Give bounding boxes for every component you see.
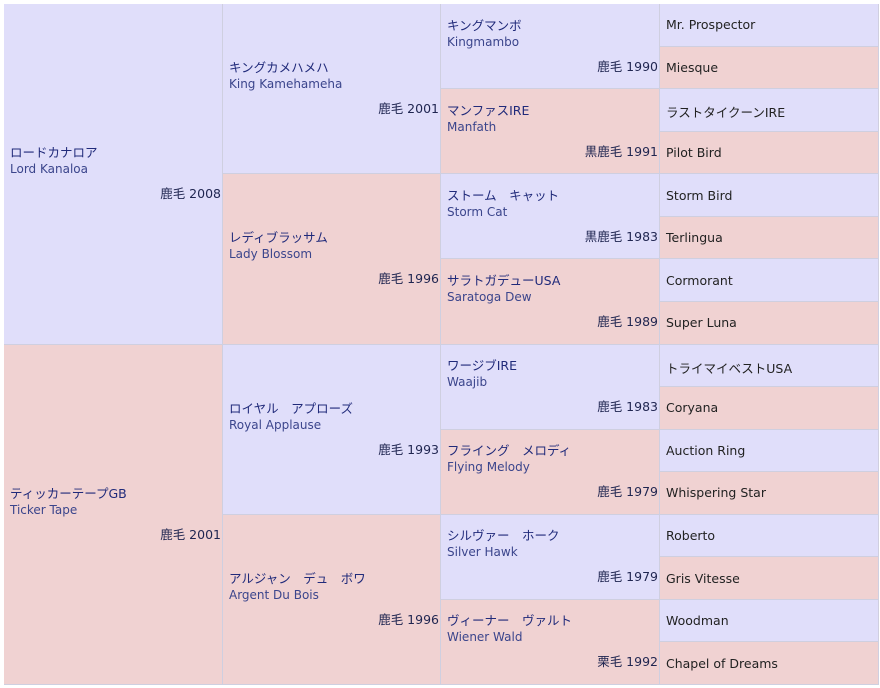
horse-name-en: Saratoga Dew — [447, 289, 532, 304]
coat-and-year: 鹿毛 2008 — [160, 186, 221, 202]
gen4-horse-cell: Chapel of Dreams — [660, 642, 879, 685]
gen2-horse-cell: アルジャン デュ ボワ Argent Du Bois 鹿毛 1996 — [223, 514, 441, 685]
horse-name-en: King Kamehameha — [229, 77, 343, 92]
gen3-horse-cell: サラトガデューUSA Saratoga Dew 鹿毛 1989 — [441, 259, 660, 345]
horse-name-en: Storm Cat — [447, 204, 508, 219]
horse-name-en: Argent Du Bois — [229, 587, 319, 602]
horse-name-ja[interactable]: シルヴァー ホーク — [447, 528, 560, 544]
gen3-horse-cell: マンファスIRE Manfath 黒鹿毛 1991 — [441, 89, 660, 175]
ancestor-name[interactable]: Coryana — [666, 400, 719, 416]
horse-name-ja[interactable]: フライング メロディ — [447, 443, 572, 459]
coat-and-year: 鹿毛 2001 — [160, 526, 221, 542]
coat-and-year: 栗毛 1992 — [597, 654, 658, 670]
horse-name-en: Flying Melody — [447, 460, 530, 475]
horse-name-en: Manfath — [447, 119, 497, 134]
horse-name-ja[interactable]: ティッカーテープGB — [10, 485, 127, 501]
pedigree-table: ロードカナロア Lord Kanaloa 鹿毛 2008 ティッカーテープGB Tick… — [4, 4, 879, 685]
gen4-horse-cell: Pilot Bird — [660, 131, 879, 175]
gen2-horse-cell: レディブラッサム Lady Blossom 鹿毛 1996 — [223, 174, 441, 345]
ancestor-name[interactable]: Auction Ring — [666, 442, 746, 458]
gen4-horse-cell: Woodman — [660, 599, 879, 643]
ancestor-name[interactable]: ラストタイクーンIRE — [666, 105, 786, 121]
ancestor-name[interactable]: Mr. Prospector — [666, 17, 756, 33]
ancestor-name[interactable]: Roberto — [666, 528, 716, 544]
horse-name-ja[interactable]: ロイヤル アプローズ — [229, 400, 354, 416]
horse-name-en: Kingmambo — [447, 34, 520, 49]
coat-and-year: 鹿毛 1996 — [378, 271, 439, 287]
horse-name-ja[interactable]: マンファスIRE — [447, 102, 530, 118]
gen3-horse-cell: シルヴァー ホーク Silver Hawk 鹿毛 1979 — [441, 514, 660, 600]
ancestor-name[interactable]: Super Luna — [666, 315, 737, 331]
horse-name-ja[interactable]: キングマンボ — [447, 17, 522, 33]
gen4-horse-cell: Roberto — [660, 514, 879, 558]
ancestor-name[interactable]: Storm Bird — [666, 187, 733, 203]
gen4-horse-cell: Whispering Star — [660, 472, 879, 515]
horse-name-ja[interactable]: ヴィーナー ヴァルト — [447, 613, 573, 629]
coat-and-year: 鹿毛 1990 — [597, 58, 658, 74]
gen3-horse-cell: フライング メロディ Flying Melody 鹿毛 1979 — [441, 429, 660, 515]
horse-name-ja[interactable]: ストーム キャット — [447, 187, 560, 203]
coat-and-year: 鹿毛 2001 — [378, 101, 439, 117]
ancestor-name[interactable]: Terlingua — [666, 230, 723, 246]
gen4-horse-cell: Auction Ring — [660, 429, 879, 473]
gen4-horse-cell: Storm Bird — [660, 174, 879, 217]
ancestor-name[interactable]: Chapel of Dreams — [666, 655, 778, 671]
gen2-horse-cell: キングカメハメハ King Kamehameha 鹿毛 2001 — [223, 4, 441, 175]
ancestor-name[interactable]: トライマイベストUSA — [666, 360, 793, 376]
coat-and-year: 鹿毛 1979 — [597, 484, 658, 500]
gen3-horse-cell: キングマンボ Kingmambo 鹿毛 1990 — [441, 4, 660, 90]
gen4-horse-cell: ラストタイクーンIRE — [660, 89, 879, 132]
gen4-horse-cell: Mr. Prospector — [660, 4, 879, 47]
gen1-horse-cell: ティッカーテープGB Ticker Tape 鹿毛 2001 — [4, 344, 223, 685]
gen3-horse-cell: ワージブIRE Waajib 鹿毛 1983 — [441, 344, 660, 430]
gen1-horse-cell: ロードカナロア Lord Kanaloa 鹿毛 2008 — [4, 4, 223, 345]
horse-name-en: Lady Blossom — [229, 247, 313, 262]
horse-name-ja[interactable]: レディブラッサム — [229, 230, 328, 246]
coat-and-year: 鹿毛 1989 — [597, 313, 658, 329]
gen4-horse-cell: Terlingua — [660, 216, 879, 260]
gen3-horse-cell: ヴィーナー ヴァルト Wiener Wald 栗毛 1992 — [441, 599, 660, 685]
ancestor-name[interactable]: Cormorant — [666, 272, 733, 288]
gen4-horse-cell: Cormorant — [660, 259, 879, 302]
coat-and-year: 鹿毛 1996 — [378, 611, 439, 627]
ancestor-name[interactable]: Gris Vitesse — [666, 570, 740, 586]
horse-name-en: Silver Hawk — [447, 545, 518, 560]
coat-and-year: 黒鹿毛 1983 — [584, 228, 658, 244]
gen4-horse-cell: Super Luna — [660, 301, 879, 345]
gen4-horse-cell: トライマイベストUSA — [660, 344, 879, 388]
gen2-horse-cell: ロイヤル アプローズ Royal Applause 鹿毛 1993 — [223, 344, 441, 515]
ancestor-name[interactable]: Pilot Bird — [666, 144, 722, 160]
gen4-horse-cell: Coryana — [660, 387, 879, 430]
gen3-horse-cell: ストーム キャット Storm Cat 黒鹿毛 1983 — [441, 174, 660, 260]
coat-and-year: 鹿毛 1979 — [597, 569, 658, 585]
horse-name-ja[interactable]: アルジャン デュ ボワ — [229, 570, 366, 586]
ancestor-name[interactable]: Miesque — [666, 59, 719, 75]
horse-name-ja[interactable]: サラトガデューUSA — [447, 272, 561, 288]
horse-name-en: Ticker Tape — [10, 502, 78, 517]
horse-name-ja[interactable]: ワージブIRE — [447, 358, 518, 374]
coat-and-year: 鹿毛 1983 — [597, 399, 658, 415]
horse-name-en: Wiener Wald — [447, 630, 523, 645]
gen4-horse-cell: Gris Vitesse — [660, 557, 879, 600]
horse-name-en: Lord Kanaloa — [10, 162, 88, 177]
coat-and-year: 鹿毛 1993 — [378, 441, 439, 457]
horse-name-ja[interactable]: ロードカナロア — [10, 145, 98, 161]
horse-name-en: Royal Applause — [229, 417, 322, 432]
ancestor-name[interactable]: Woodman — [666, 613, 729, 629]
coat-and-year: 黒鹿毛 1991 — [584, 143, 658, 159]
ancestor-name[interactable]: Whispering Star — [666, 485, 766, 501]
gen4-horse-cell: Miesque — [660, 46, 879, 90]
horse-name-en: Waajib — [447, 375, 488, 390]
horse-name-ja[interactable]: キングカメハメハ — [229, 60, 329, 76]
